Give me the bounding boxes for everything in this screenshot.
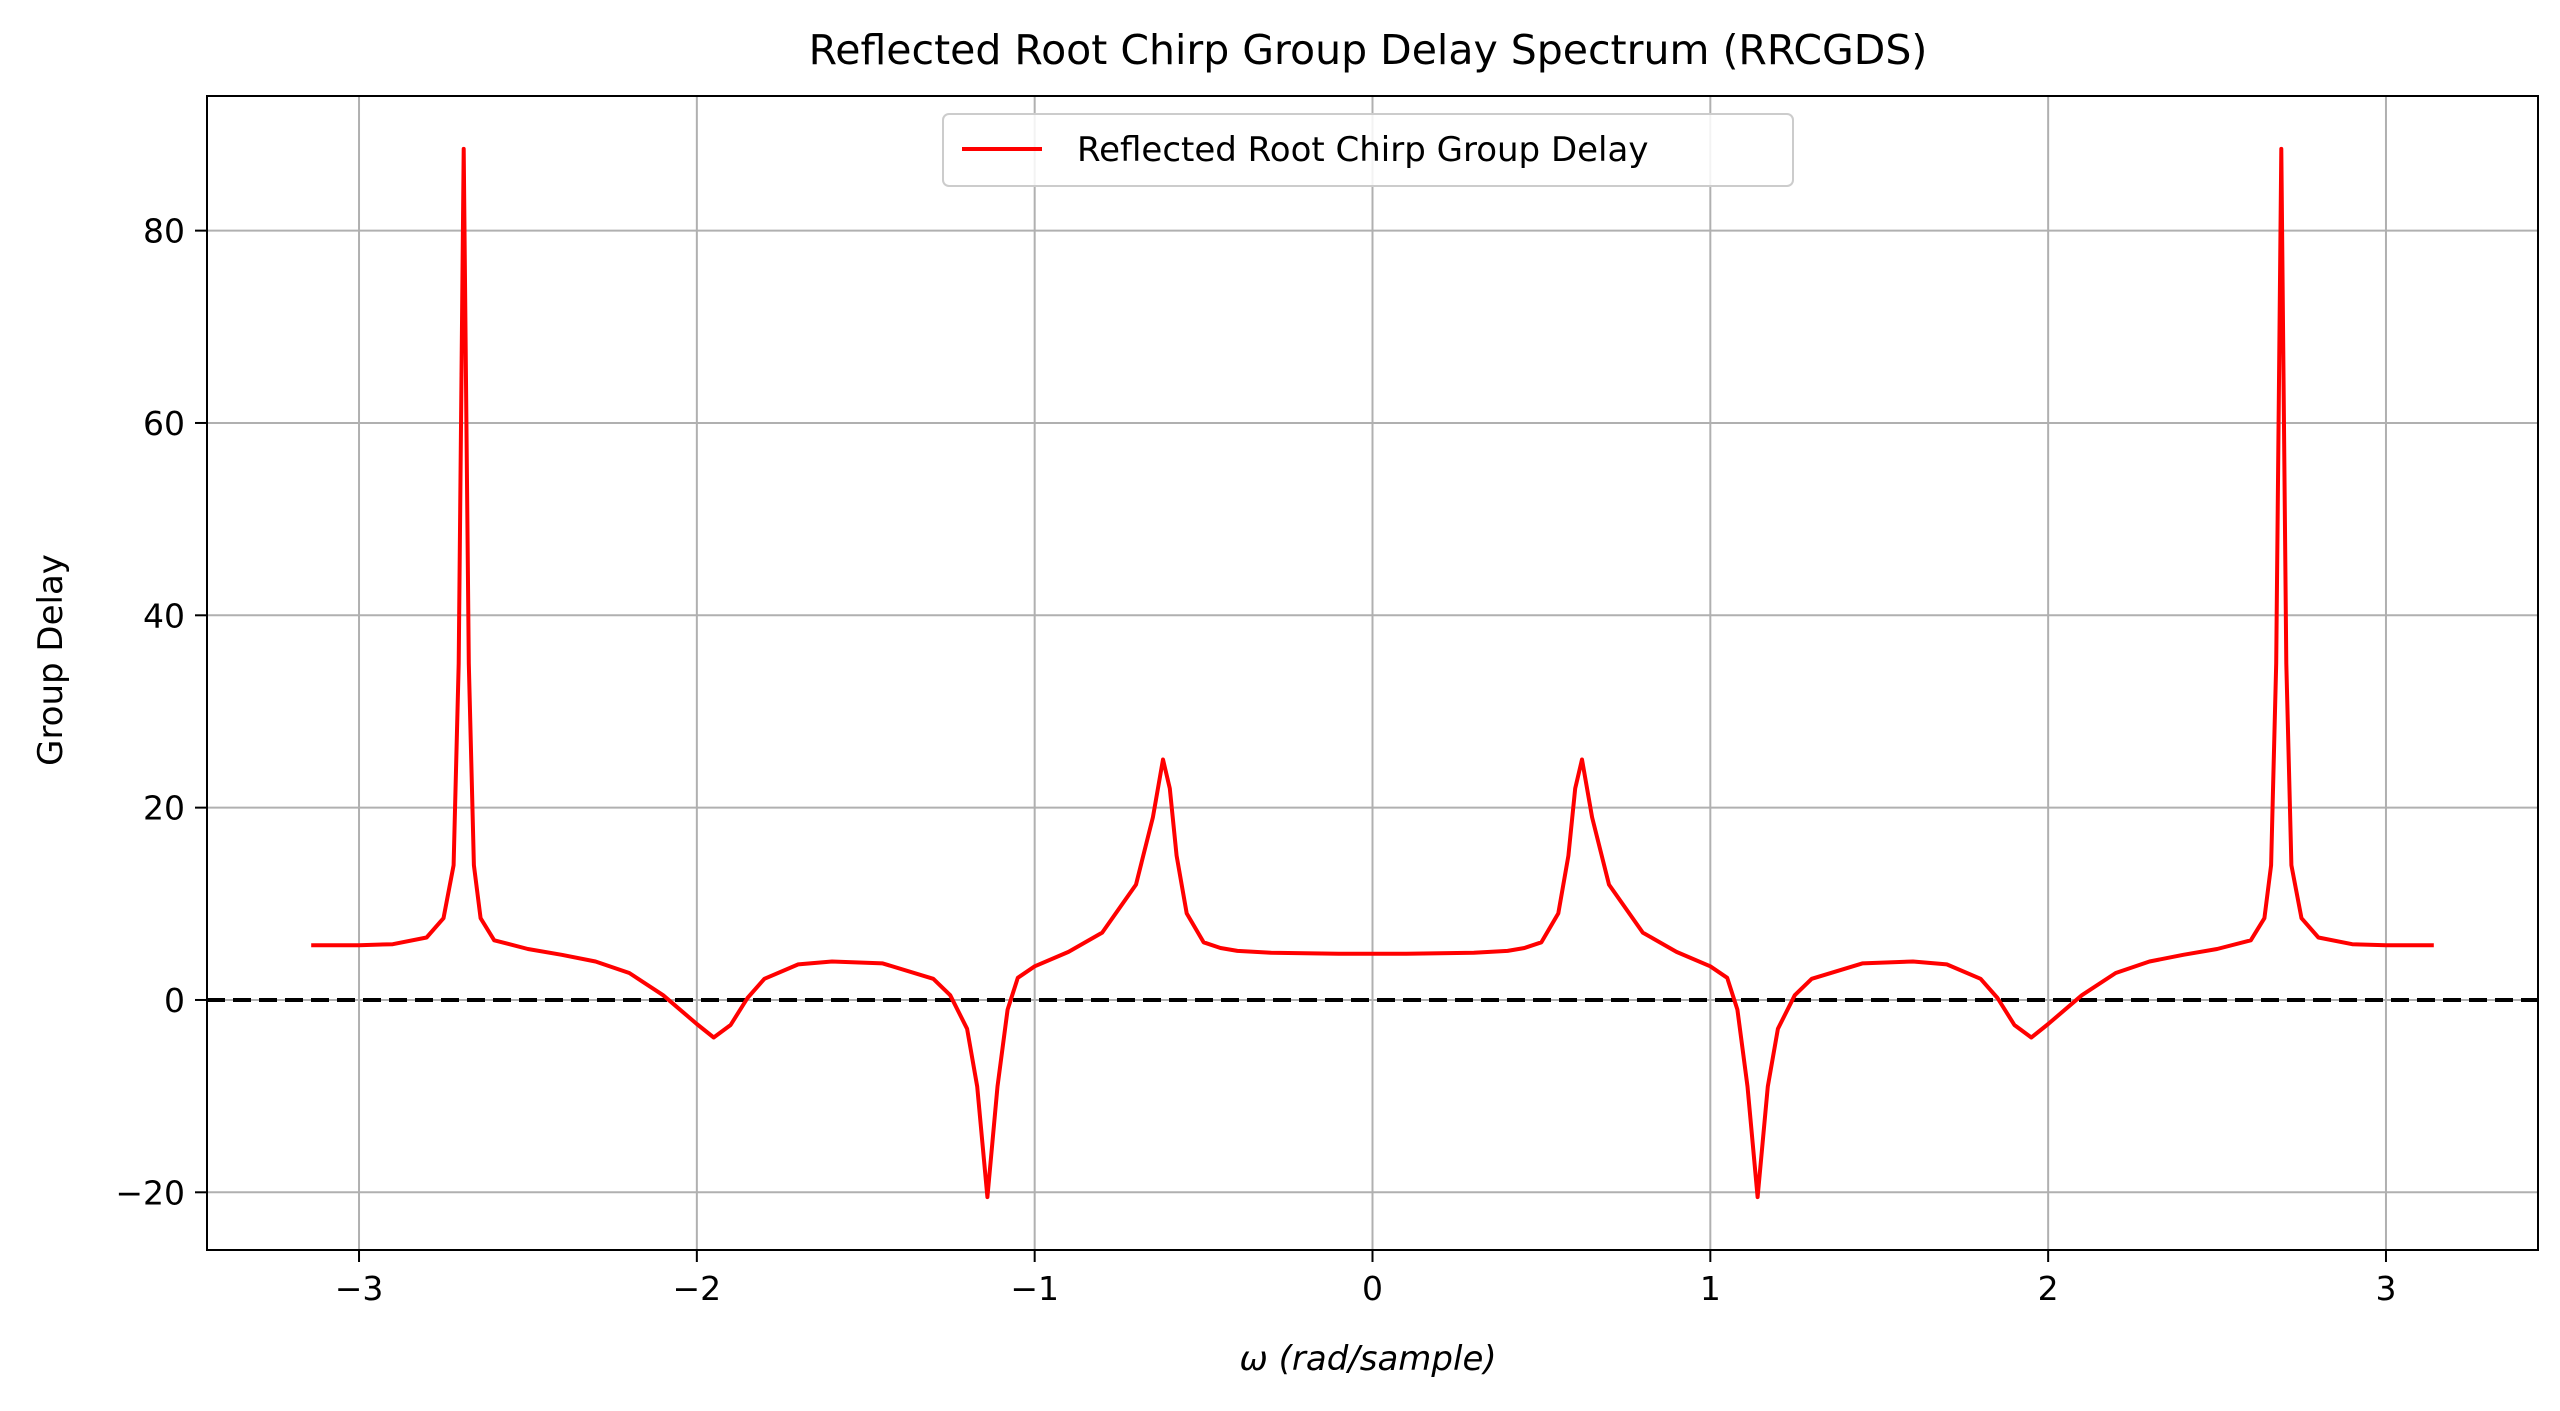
x-tick-label: −2 <box>673 1269 722 1308</box>
legend: Reflected Root Chirp Group Delay <box>942 113 1794 187</box>
y-tick-label: 60 <box>143 404 185 443</box>
legend-label: Reflected Root Chirp Group Delay <box>1077 130 1648 170</box>
x-tick-label: −3 <box>335 1269 384 1308</box>
y-axis-label: Group Delay <box>31 554 71 766</box>
x-tick-label: 2 <box>2038 1269 2059 1308</box>
legend-box <box>942 113 1794 187</box>
x-tick-label: −1 <box>1010 1269 1059 1308</box>
chart-title: Reflected Root Chirp Group Delay Spectru… <box>809 26 1928 74</box>
x-tick-label: 1 <box>1700 1269 1721 1308</box>
y-tick-label: 80 <box>143 212 185 251</box>
x-tick-label: 0 <box>1362 1269 1383 1308</box>
y-ticks: −20 0 20 40 60 80 <box>115 212 207 1212</box>
y-tick-label: −20 <box>115 1173 185 1212</box>
y-tick-label: 20 <box>143 789 185 828</box>
x-axis-label: ω (rad/sample) <box>1239 1339 1496 1379</box>
x-ticks: −3 −2 −1 0 1 2 3 <box>335 1250 2396 1308</box>
series-line <box>311 146 2434 1200</box>
y-tick-label: 0 <box>164 981 185 1020</box>
x-tick-label: 3 <box>2375 1269 2396 1308</box>
y-tick-label: 40 <box>143 596 185 635</box>
grid-lines <box>207 96 2538 1250</box>
